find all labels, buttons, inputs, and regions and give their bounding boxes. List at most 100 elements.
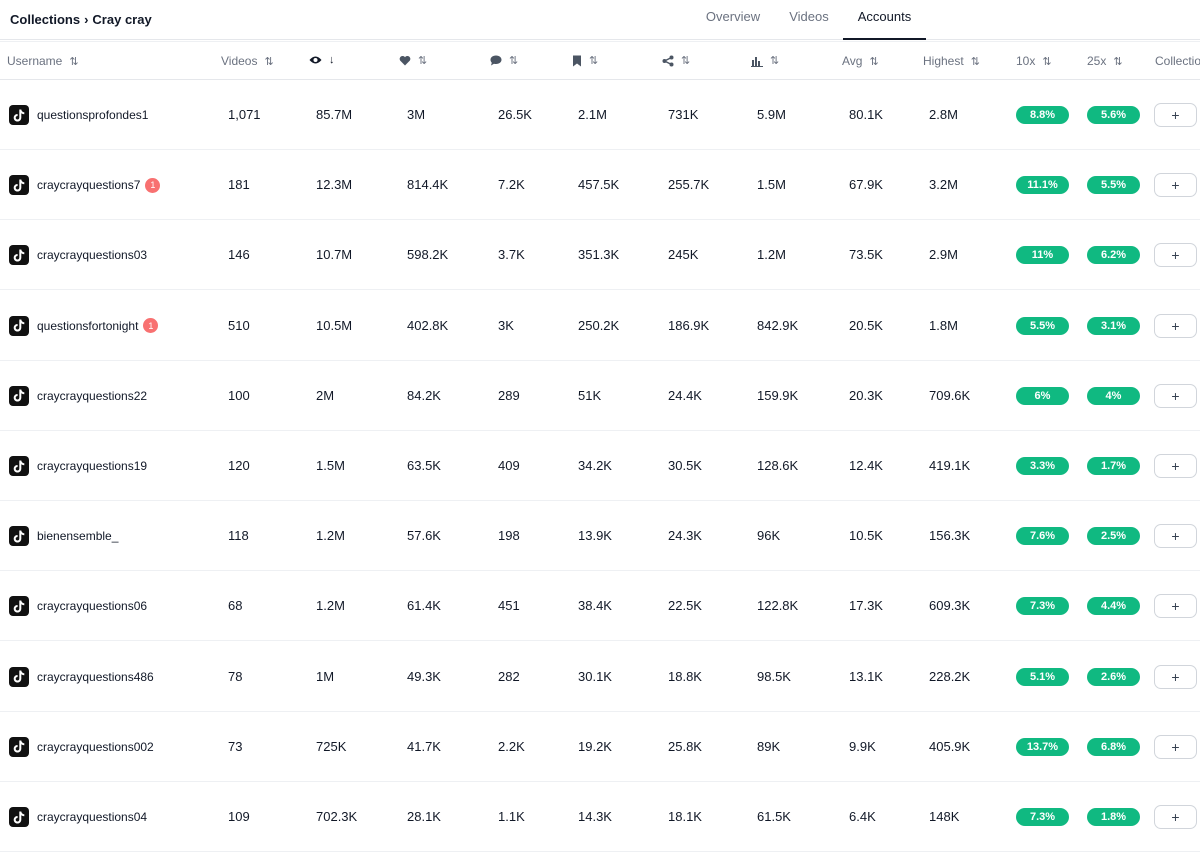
account-username[interactable]: craycrayquestions04 [37, 810, 148, 824]
sort-icon[interactable]: ⇅ [1042, 55, 1051, 68]
cell-engagement: 842.9K [757, 317, 799, 333]
account-username[interactable]: craycrayquestions7 [37, 178, 141, 193]
account-cell[interactable]: craycrayquestions22 [9, 385, 148, 406]
pill-10x: 8.8% [1016, 106, 1069, 124]
sort-icon[interactable]: ⇅ [264, 55, 273, 68]
sort-icon[interactable]: ⇅ [1113, 55, 1122, 68]
breadcrumb-current: Cray cray [92, 12, 152, 27]
sort-icon[interactable]: ⇅ [681, 55, 690, 67]
cell-highest: 228.2K [929, 668, 971, 684]
column-collection[interactable]: Collection [1155, 54, 1200, 68]
account-username[interactable]: craycrayquestions19 [37, 459, 148, 473]
column-saves[interactable]: ⇅ [572, 54, 598, 67]
add-to-collection-button[interactable]: + [1154, 313, 1197, 338]
cell-engagement: 89K [757, 738, 781, 754]
add-to-collection-button[interactable]: + [1154, 734, 1197, 759]
breadcrumb-collections[interactable]: Collections [10, 12, 81, 27]
table-row[interactable]: craycrayquestions7 1 181 12.3M 814.4K 7.2K 457… [0, 150, 1200, 221]
column-shares[interactable]: ⇅ [662, 54, 690, 67]
sort-icon[interactable]: ⇅ [69, 55, 78, 68]
account-cell[interactable]: craycrayquestions06 [9, 596, 148, 617]
table-row[interactable]: craycrayquestions002 73 725K 41.7K 2.2K 19.2K… [0, 712, 1200, 782]
account-username[interactable]: craycrayquestions06 [37, 599, 148, 614]
pill-10x: 7.3% [1016, 808, 1069, 826]
sort-icon[interactable]: ⇅ [869, 55, 878, 68]
cell-highest: 3.2M [929, 177, 958, 193]
column-avg[interactable]: Avg ⇅ [842, 54, 879, 68]
add-to-collection-button[interactable]: + [1154, 664, 1197, 689]
add-to-collection-button[interactable]: + [1154, 383, 1197, 408]
column-highest[interactable]: Highest ⇅ [923, 54, 980, 68]
pill-25x: 2.6% [1087, 667, 1140, 686]
cell-saves: 2.1M [578, 107, 607, 122]
tiktok-icon [9, 807, 29, 827]
add-to-collection-button[interactable]: + [1154, 173, 1197, 198]
cell-engagement: 61.5K [757, 809, 791, 824]
sort-icon[interactable]: ⇅ [589, 55, 598, 67]
table-row[interactable]: craycrayquestions22 100 2M 84.2K 289 51K 24.4K… [0, 361, 1200, 431]
cell-likes: 61.4K [407, 598, 441, 614]
cell-comments: 289 [498, 387, 520, 403]
sort-icon[interactable]: ⇅ [509, 55, 518, 67]
pill-25x: 1.7% [1087, 457, 1140, 475]
cell-engagement: 98.5K [757, 668, 791, 684]
account-cell[interactable]: questionsfortonight 1 [9, 315, 159, 336]
pill-10x: 7.3% [1016, 597, 1069, 616]
sort-icon[interactable]: ⇅ [970, 55, 980, 68]
account-cell[interactable]: questionsprofondes1 [9, 105, 148, 125]
account-cell[interactable]: craycrayquestions7 1 [9, 175, 161, 196]
cell-likes: 49.3K [407, 668, 441, 684]
cell-avg: 20.5K [849, 317, 883, 333]
table-row[interactable]: questionsfortonight 1 510 10.5M 402.8K 3K 250.… [0, 291, 1200, 361]
add-to-collection-button[interactable]: + [1154, 103, 1197, 127]
column-views[interactable]: ↓ [309, 54, 335, 66]
column-25x-label: 25x [1087, 54, 1107, 68]
account-cell[interactable]: craycrayquestions002 [9, 736, 154, 757]
column-engagement[interactable]: ⇅ [751, 54, 779, 67]
column-25x[interactable]: 25x ⇅ [1087, 54, 1123, 68]
cell-likes: 63.5K [407, 458, 441, 473]
column-username[interactable]: Username ⇅ [7, 54, 79, 68]
column-videos-label: Videos [221, 54, 258, 68]
sort-down-icon[interactable]: ↓ [329, 54, 335, 66]
cell-saves: 38.4K [578, 598, 612, 614]
account-cell[interactable]: craycrayquestions04 [9, 807, 147, 827]
table-row[interactable]: craycrayquestions19 120 1.5M 63.5K 409 34.2K 3… [0, 431, 1200, 501]
tab-overview[interactable]: Overview [705, 9, 761, 24]
table-row[interactable]: bienensemble_ 118 1.2M 57.6K 198 13.9K 24.3K 96… [0, 501, 1200, 572]
sort-icon[interactable]: ⇅ [418, 55, 427, 67]
table-row[interactable]: craycrayquestions04 109 702.3K 28.1K 1.1K 14.… [0, 782, 1200, 852]
account-cell[interactable]: craycrayquestions486 [9, 666, 154, 687]
column-likes[interactable]: ⇅ [399, 54, 427, 67]
add-to-collection-button[interactable]: + [1154, 594, 1197, 619]
account-username[interactable]: craycrayquestions002 [37, 739, 154, 754]
column-comments[interactable]: ⇅ [490, 54, 518, 67]
account-cell[interactable]: craycrayquestions19 [9, 456, 147, 476]
account-username[interactable]: questionsfortonight [37, 318, 139, 333]
table-row[interactable]: craycrayquestions03 146 10.7M 598.2K 3.7K 351… [0, 220, 1200, 291]
account-cell[interactable]: bienensemble_ [9, 526, 119, 547]
tab-videos[interactable]: Videos [789, 9, 829, 24]
account-cell[interactable]: craycrayquestions03 [9, 245, 148, 266]
add-to-collection-button[interactable]: + [1154, 524, 1197, 549]
column-videos[interactable]: Videos ⇅ [221, 54, 274, 68]
tab-accounts[interactable]: Accounts [843, 9, 926, 40]
notification-badge: 1 [145, 177, 161, 193]
table-row[interactable]: questionsprofondes1 1,071 85.7M 3M 26.5K 2.1M… [0, 80, 1200, 150]
cell-saves: 34.2K [578, 458, 612, 473]
table-row[interactable]: craycrayquestions486 78 1M 49.3K 282 30.1K 18.… [0, 642, 1200, 712]
column-10x[interactable]: 10x ⇅ [1016, 54, 1052, 68]
account-username[interactable]: craycrayquestions22 [37, 388, 148, 403]
table-row[interactable]: craycrayquestions06 68 1.2M 61.4K 451 38.4K 22… [0, 571, 1200, 642]
account-username[interactable]: bienensemble_ [37, 529, 119, 544]
account-username[interactable]: craycrayquestions03 [37, 248, 148, 263]
cell-saves: 51K [578, 387, 602, 403]
cell-avg: 17.3K [849, 598, 883, 614]
account-username[interactable]: craycrayquestions486 [37, 669, 154, 684]
add-to-collection-button[interactable]: + [1154, 805, 1197, 829]
add-to-collection-button[interactable]: + [1154, 243, 1197, 268]
tiktok-icon [9, 385, 29, 406]
add-to-collection-button[interactable]: + [1154, 454, 1197, 478]
account-username[interactable]: questionsprofondes1 [37, 108, 149, 122]
sort-icon[interactable]: ⇅ [770, 55, 779, 67]
